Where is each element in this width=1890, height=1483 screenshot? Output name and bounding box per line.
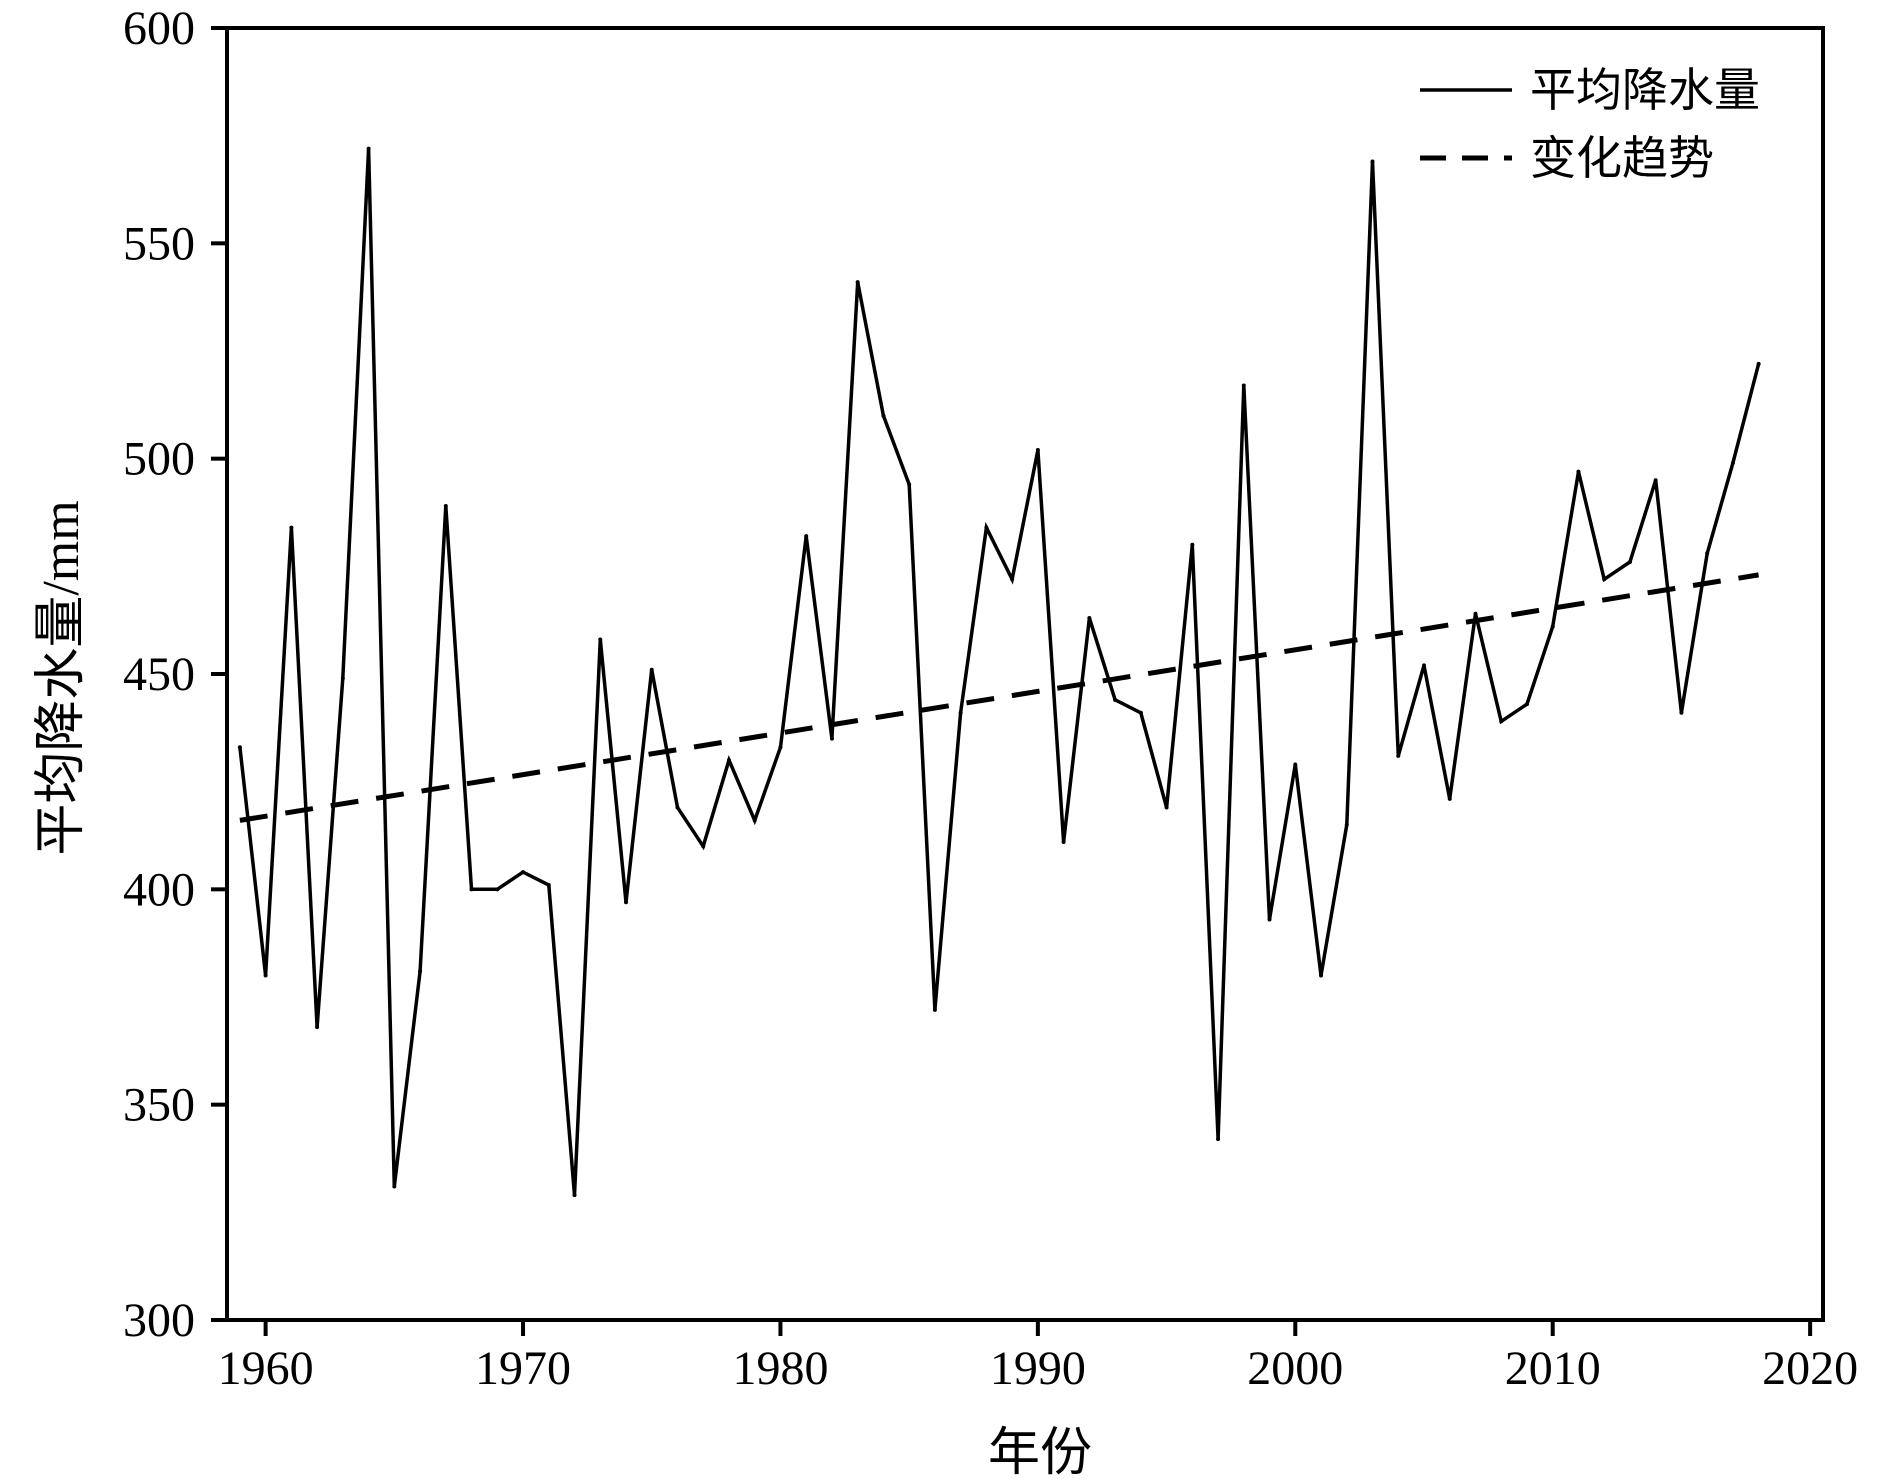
data-point (1499, 719, 1504, 724)
data-point (315, 1025, 320, 1030)
data-point (855, 280, 860, 285)
data-point (804, 534, 809, 539)
data-point (1627, 560, 1632, 565)
y-tick-label: 500 (123, 433, 195, 486)
y-tick-label: 400 (123, 863, 195, 916)
legend-label: 变化趋势 (1530, 133, 1714, 184)
data-point (1293, 762, 1298, 767)
data-point (1370, 159, 1375, 164)
data-point (1319, 973, 1324, 978)
data-point (1705, 551, 1710, 556)
data-point (675, 805, 680, 810)
y-tick-label: 600 (123, 2, 195, 55)
data-point (1190, 542, 1195, 547)
x-tick-label: 1990 (990, 1342, 1086, 1395)
trend-line (239, 572, 1759, 823)
x-tick-label: 1970 (475, 1342, 571, 1395)
y-tick-label: 450 (123, 648, 195, 701)
data-point (1730, 460, 1735, 465)
data-point (1010, 577, 1015, 582)
data-point (726, 758, 731, 763)
data-point (546, 883, 551, 888)
data-point (1344, 822, 1349, 827)
x-tick-label: 1980 (732, 1342, 828, 1395)
x-tick-label: 2010 (1505, 1342, 1601, 1395)
data-point (624, 900, 628, 905)
data-point (752, 818, 757, 823)
data-point (1087, 616, 1092, 621)
data-point (778, 745, 783, 750)
plot-frame (225, 26, 1825, 1322)
y-tick-label: 550 (123, 217, 195, 270)
x-tick-label: 2000 (1247, 1342, 1343, 1395)
data-point (649, 667, 654, 672)
data-point (701, 844, 706, 849)
data-point (495, 887, 500, 892)
data-point (1447, 796, 1452, 801)
data-point (1756, 361, 1761, 366)
y-axis-title: 平均降水量/mm (33, 500, 90, 855)
data-point (1576, 469, 1581, 474)
data-point (1653, 478, 1658, 483)
data-point (1396, 753, 1401, 758)
data-point (1035, 448, 1040, 453)
data-point (289, 525, 294, 530)
data-point (1113, 697, 1118, 702)
data-point (984, 525, 989, 530)
data-point (829, 736, 834, 741)
precipitation-line (238, 148, 1761, 1196)
x-tick-label: 2020 (1762, 1342, 1858, 1395)
data-point (521, 870, 526, 875)
data-point (340, 676, 345, 681)
data-point (263, 973, 268, 978)
data-point (237, 745, 242, 750)
y-tick-label: 300 (123, 1294, 195, 1347)
data-point (932, 1007, 937, 1012)
y-tick-label: 350 (123, 1079, 195, 1132)
data-point (443, 504, 448, 509)
data-point (1524, 702, 1529, 707)
data-point (1473, 611, 1478, 616)
legend-label: 平均降水量 (1530, 65, 1760, 116)
data-point (958, 710, 963, 715)
data-point (1061, 839, 1066, 844)
x-axis-title: 年份 (988, 1425, 1092, 1478)
data-point (1216, 1137, 1221, 1142)
data-point (1602, 577, 1607, 582)
data-point (881, 413, 886, 418)
data-point (1679, 710, 1684, 715)
data-point (572, 1193, 577, 1198)
data-point (366, 146, 371, 151)
x-tick-label: 1960 (218, 1342, 314, 1395)
data-point (1267, 917, 1272, 922)
data-point (1241, 383, 1246, 388)
data-point (1550, 624, 1555, 629)
data-point (907, 482, 912, 487)
data-point (598, 637, 603, 642)
data-point (392, 1184, 397, 1189)
data-point (418, 969, 423, 974)
data-point (1422, 663, 1426, 668)
data-point (1138, 710, 1143, 715)
data-point (1164, 805, 1169, 810)
data-point (469, 887, 474, 892)
